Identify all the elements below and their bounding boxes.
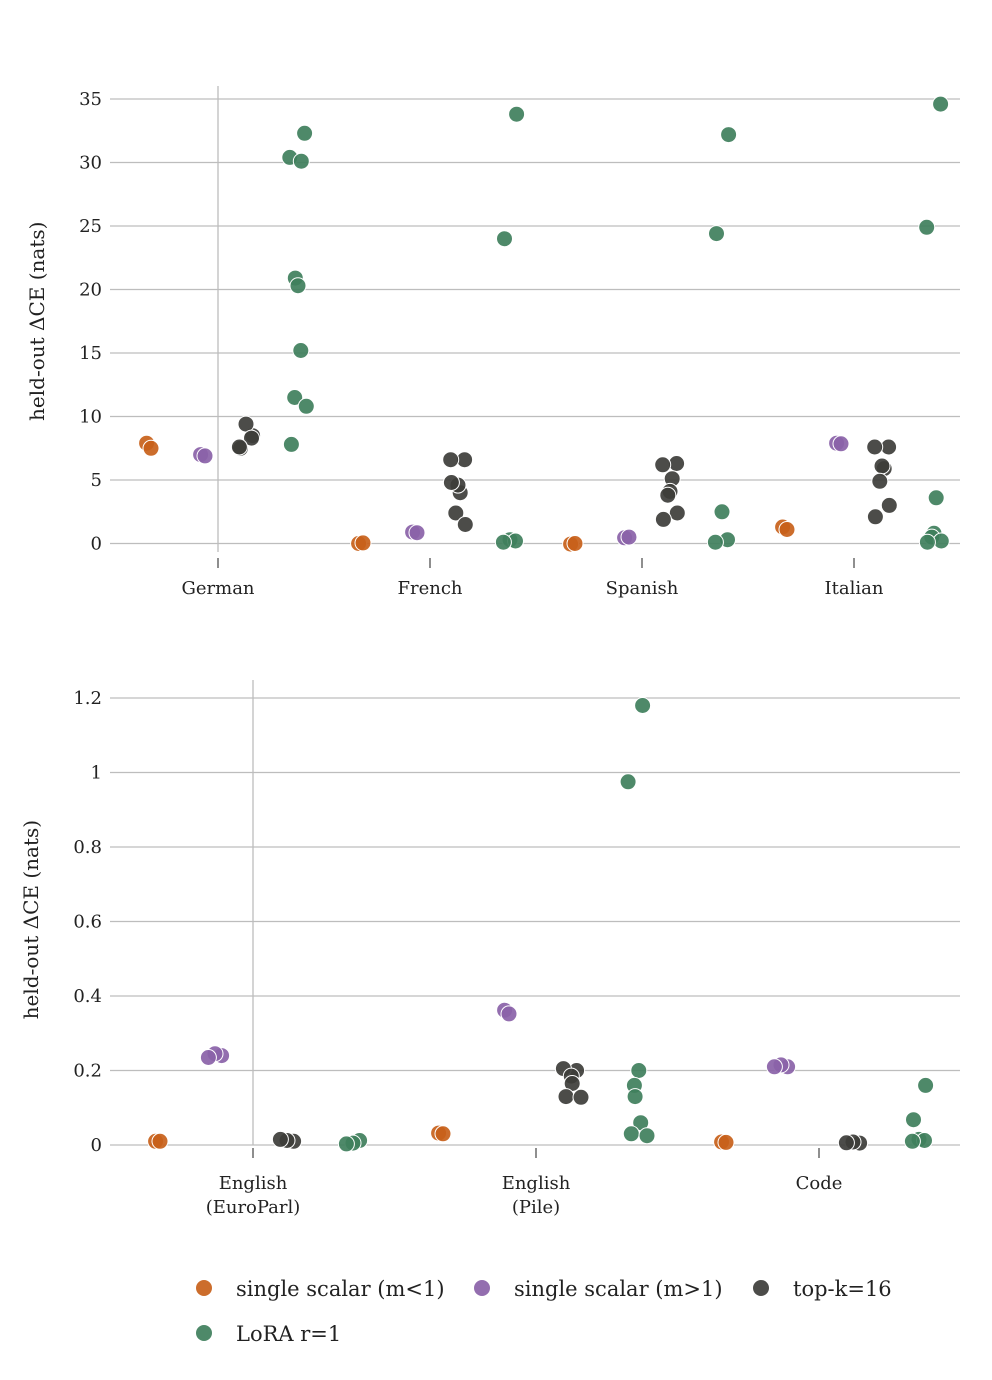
point-lora-r-1 bbox=[706, 533, 724, 551]
point-top-k-16 bbox=[866, 508, 884, 526]
y-tick-label: 20 bbox=[79, 280, 102, 301]
point-lora-r-1 bbox=[918, 533, 936, 551]
x-tick-label: English (Pile) bbox=[502, 1173, 571, 1218]
point-lora-r-1 bbox=[494, 533, 512, 551]
panel-languages: 0 5 10 15 20 25 30 35 held-out ΔCE (nats) German F… bbox=[25, 86, 960, 599]
y-axis-title: held-out ΔCE (nats) bbox=[25, 222, 49, 421]
y-tick-label: 25 bbox=[79, 216, 102, 237]
legend-marker-top-k-16 bbox=[753, 1280, 769, 1296]
legend-marker-single-scalar-m-1 bbox=[196, 1280, 212, 1296]
y-tick-label: 1.2 bbox=[73, 688, 102, 709]
y-tick-label: 0.4 bbox=[73, 986, 102, 1007]
point-top-k-16 bbox=[447, 504, 465, 522]
point-top-k-16 bbox=[866, 438, 884, 456]
point-lora-r-1 bbox=[713, 503, 731, 521]
y-tick-label: 5 bbox=[91, 470, 102, 491]
point-lora-r-1 bbox=[708, 225, 725, 243]
y-axis-title: held-out ΔCE (nats) bbox=[19, 820, 43, 1019]
point-top-k-16 bbox=[456, 516, 474, 533]
point-single-scalar-m-1 bbox=[778, 521, 796, 538]
x-tick-label: French bbox=[397, 578, 462, 599]
point-top-k-16 bbox=[837, 1134, 855, 1152]
point-lora-r-1 bbox=[496, 230, 513, 248]
legend-marker-single-scalar-m-1 bbox=[474, 1280, 490, 1296]
legend-label-single-scalar-m-1: single scalar (m<1) bbox=[236, 1277, 445, 1301]
point-single-scalar-m-1 bbox=[832, 435, 850, 453]
x-tick-label: German bbox=[181, 578, 254, 599]
y-tick-label: 0.8 bbox=[73, 837, 102, 858]
point-top-k-16 bbox=[243, 429, 260, 447]
legend: single scalar (m<1) single scalar (m>1) to… bbox=[196, 1277, 892, 1346]
y-tick-label: 0 bbox=[91, 534, 102, 555]
point-single-scalar-m-1 bbox=[408, 524, 426, 542]
point-top-k-16 bbox=[873, 457, 891, 475]
point-lora-r-1 bbox=[622, 1125, 640, 1143]
point-lora-r-1 bbox=[903, 1132, 921, 1150]
point-single-scalar-m-1 bbox=[717, 1133, 735, 1151]
point-single-scalar-m-1 bbox=[765, 1058, 783, 1076]
point-single-scalar-m-1 bbox=[142, 439, 160, 457]
legend-label-single-scalar-m-1: single scalar (m>1) bbox=[514, 1277, 723, 1301]
point-top-k-16 bbox=[572, 1088, 590, 1106]
point-top-k-16 bbox=[871, 472, 889, 490]
y-tick-label: 0.2 bbox=[73, 1061, 102, 1082]
point-single-scalar-m-1 bbox=[566, 535, 584, 552]
point-lora-r-1 bbox=[917, 1076, 935, 1094]
point-lora-r-1 bbox=[630, 1062, 648, 1079]
point-single-scalar-m-1 bbox=[500, 1005, 518, 1023]
point-lora-r-1 bbox=[720, 126, 738, 144]
point-lora-r-1 bbox=[626, 1088, 644, 1106]
point-top-k-16 bbox=[654, 456, 672, 474]
point-single-scalar-m-1 bbox=[199, 1049, 217, 1066]
point-top-k-16 bbox=[442, 451, 460, 469]
point-lora-r-1 bbox=[905, 1111, 922, 1129]
legend-label-lora-r-1: LoRA r=1 bbox=[236, 1322, 341, 1346]
point-lora-r-1 bbox=[932, 95, 950, 113]
point-lora-r-1 bbox=[292, 152, 310, 170]
y-tick-label: 30 bbox=[79, 153, 102, 174]
point-top-k-16 bbox=[271, 1130, 289, 1148]
point-top-k-16 bbox=[668, 504, 686, 522]
y-tick-label: 35 bbox=[79, 89, 102, 110]
point-top-k-16 bbox=[654, 510, 672, 528]
point-lora-r-1 bbox=[508, 105, 526, 123]
point-lora-r-1 bbox=[282, 435, 300, 453]
y-tick-label: 0 bbox=[91, 1135, 102, 1156]
point-top-k-16 bbox=[659, 486, 677, 504]
point-top-k-16 bbox=[557, 1088, 575, 1106]
x-tick-label: English (EuroParl) bbox=[206, 1173, 301, 1218]
point-lora-r-1 bbox=[927, 489, 945, 507]
y-tick-label: 10 bbox=[79, 407, 102, 428]
panel-english-code: 0 0.2 0.4 0.6 0.8 1 1.2 held-out ΔCE (nats) Engl… bbox=[19, 680, 960, 1218]
y-tick-label: 15 bbox=[79, 343, 102, 364]
point-lora-r-1 bbox=[337, 1135, 355, 1153]
point-top-k-16 bbox=[442, 474, 460, 491]
y-tick-label: 0.6 bbox=[73, 912, 102, 933]
point-top-k-16 bbox=[230, 438, 248, 456]
point-lora-r-1 bbox=[292, 342, 310, 359]
point-single-scalar-m-1 bbox=[196, 447, 214, 465]
point-lora-r-1 bbox=[634, 697, 652, 714]
point-single-scalar-m-1 bbox=[620, 528, 638, 546]
point-lora-r-1 bbox=[297, 397, 315, 415]
point-top-k-16 bbox=[880, 496, 898, 514]
legend-marker-lora-r-1 bbox=[196, 1325, 212, 1341]
point-single-scalar-m-1 bbox=[434, 1125, 452, 1143]
point-lora-r-1 bbox=[619, 773, 637, 791]
point-lora-r-1 bbox=[289, 277, 307, 295]
x-tick-label: Italian bbox=[825, 578, 884, 599]
legend-label-top-k-16: top-k=16 bbox=[793, 1277, 892, 1301]
point-lora-r-1 bbox=[296, 124, 314, 142]
point-lora-r-1 bbox=[638, 1127, 656, 1145]
x-tick-label: Code bbox=[796, 1173, 843, 1194]
point-single-scalar-m-1 bbox=[151, 1132, 169, 1150]
point-lora-r-1 bbox=[918, 218, 936, 236]
point-lora-r-1 bbox=[286, 389, 304, 406]
x-tick-label: Spanish bbox=[606, 578, 679, 599]
point-single-scalar-m-1 bbox=[354, 534, 372, 552]
y-tick-label: 1 bbox=[91, 763, 102, 784]
